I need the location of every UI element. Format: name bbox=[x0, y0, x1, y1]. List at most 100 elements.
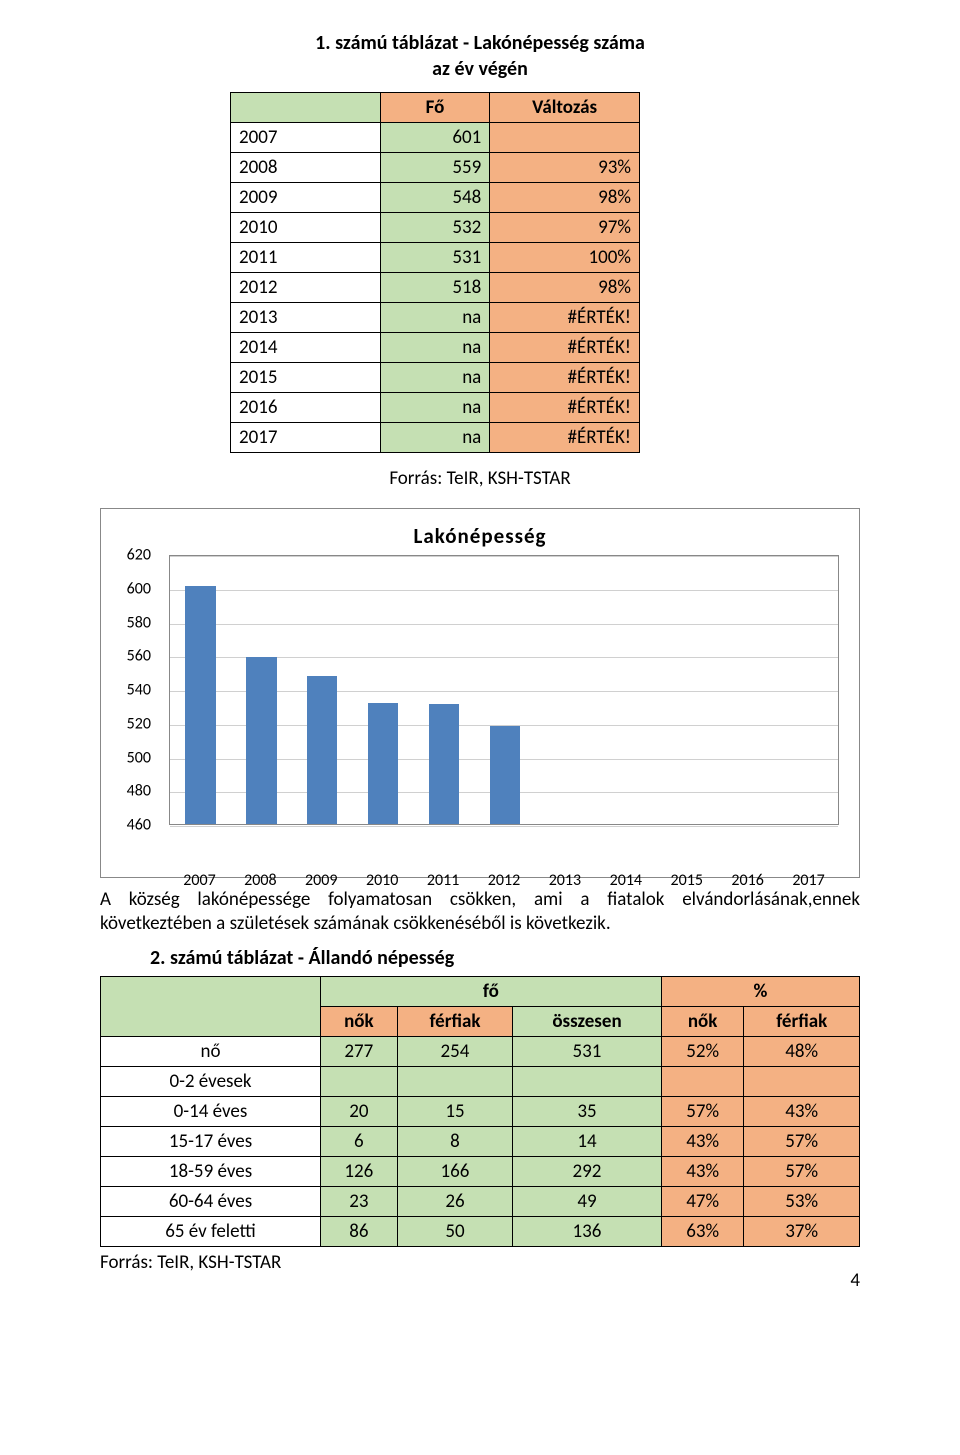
pct-nok-cell bbox=[661, 1066, 744, 1096]
fo-cell: na bbox=[380, 333, 490, 363]
chart-x-tick-label: 2016 bbox=[731, 871, 763, 890]
year-cell: 2016 bbox=[231, 393, 381, 423]
chart-y-tick-label: 480 bbox=[127, 782, 151, 801]
table-row: 2011531100% bbox=[231, 243, 640, 273]
table1-population: Fő Változás 2007601200855993%200954898%2… bbox=[230, 92, 640, 453]
chart-x-tick-label: 2008 bbox=[244, 871, 276, 890]
source2: Forrás: TeIR, KSH-TSTAR bbox=[100, 1251, 860, 1274]
pct-ferfiak-cell: 48% bbox=[744, 1036, 860, 1066]
osszesen-cell bbox=[513, 1066, 662, 1096]
table-row: 60-64 éves23264947%53% bbox=[101, 1186, 860, 1216]
year-cell: 2017 bbox=[231, 423, 381, 453]
title-line2: az év végén bbox=[432, 57, 528, 81]
year-cell: 2014 bbox=[231, 333, 381, 363]
chart-bar bbox=[246, 657, 276, 824]
valtozas-cell bbox=[490, 123, 640, 153]
valtozas-cell: 98% bbox=[490, 183, 640, 213]
pct-ferfiak-cell: 37% bbox=[744, 1216, 860, 1246]
chart-y-tick-label: 620 bbox=[127, 546, 151, 565]
pct-ferfiak-cell bbox=[744, 1066, 860, 1096]
chart-gridline bbox=[170, 556, 838, 557]
table-row: 2014na#ÉRTÉK! bbox=[231, 333, 640, 363]
nok-cell: 6 bbox=[321, 1126, 398, 1156]
table2-header-pct: % bbox=[661, 976, 859, 1006]
valtozas-cell: #ÉRTÉK! bbox=[490, 303, 640, 333]
chart-bar bbox=[490, 726, 520, 824]
osszesen-cell: 35 bbox=[513, 1096, 662, 1126]
chart-x-tick-label: 2012 bbox=[488, 871, 520, 890]
chart-x-tick-label: 2011 bbox=[427, 871, 459, 890]
valtozas-cell: 98% bbox=[490, 273, 640, 303]
year-cell: 2015 bbox=[231, 363, 381, 393]
pct-nok-cell: 57% bbox=[661, 1096, 744, 1126]
valtozas-cell: 97% bbox=[490, 213, 640, 243]
table2-sub-pct-ferfiak: férfiak bbox=[744, 1006, 860, 1036]
chart-x-tick-label: 2014 bbox=[610, 871, 642, 890]
osszesen-cell: 49 bbox=[513, 1186, 662, 1216]
chart-y-tick-label: 560 bbox=[127, 647, 151, 666]
chart-gridline bbox=[170, 590, 838, 591]
osszesen-cell: 14 bbox=[513, 1126, 662, 1156]
chart-y-tick-label: 460 bbox=[127, 816, 151, 835]
table2-sub-nok: nők bbox=[321, 1006, 398, 1036]
chart-y-tick-label: 580 bbox=[127, 613, 151, 632]
chart-bar bbox=[307, 676, 337, 825]
row-label: 15-17 éves bbox=[101, 1126, 321, 1156]
table2-header-fo: fő bbox=[321, 976, 662, 1006]
year-cell: 2011 bbox=[231, 243, 381, 273]
year-cell: 2010 bbox=[231, 213, 381, 243]
fo-cell: na bbox=[380, 423, 490, 453]
table2-header-blank bbox=[101, 976, 321, 1036]
table-row: 15-17 éves681443%57% bbox=[101, 1126, 860, 1156]
table2-title: 2. számú táblázat - Állandó népesség bbox=[150, 946, 860, 970]
nok-cell: 20 bbox=[321, 1096, 398, 1126]
table-row: 0-14 éves20153557%43% bbox=[101, 1096, 860, 1126]
table-row: 2016na#ÉRTÉK! bbox=[231, 393, 640, 423]
ferfiak-cell: 166 bbox=[397, 1156, 513, 1186]
chart-y-axis-labels: 460480500520540560580600620 bbox=[109, 555, 151, 825]
pct-ferfiak-cell: 57% bbox=[744, 1156, 860, 1186]
fo-cell: 601 bbox=[380, 123, 490, 153]
chart-bar bbox=[185, 586, 215, 824]
table2-sub-osszesen: összesen bbox=[513, 1006, 662, 1036]
pct-ferfiak-cell: 53% bbox=[744, 1186, 860, 1216]
document-page: 1. számú táblázat - Lakónépesség száma a… bbox=[0, 0, 960, 1304]
fo-cell: 518 bbox=[380, 273, 490, 303]
chart-bar bbox=[368, 703, 398, 825]
chart-y-tick-label: 540 bbox=[127, 681, 151, 700]
osszesen-cell: 531 bbox=[513, 1036, 662, 1066]
pct-nok-cell: 63% bbox=[661, 1216, 744, 1246]
ferfiak-cell bbox=[397, 1066, 513, 1096]
table2-population: fő % nők férfiak összesen nők férfiak nő… bbox=[100, 976, 860, 1247]
chart-y-tick-label: 500 bbox=[127, 748, 151, 767]
fo-cell: na bbox=[380, 303, 490, 333]
year-cell: 2008 bbox=[231, 153, 381, 183]
fo-cell: na bbox=[380, 393, 490, 423]
table-row: 65 év feletti865013663%37% bbox=[101, 1216, 860, 1246]
pct-nok-cell: 47% bbox=[661, 1186, 744, 1216]
page-number: 4 bbox=[850, 1269, 860, 1292]
table-row: 201053297% bbox=[231, 213, 640, 243]
pct-nok-cell: 43% bbox=[661, 1156, 744, 1186]
year-cell: 2007 bbox=[231, 123, 381, 153]
ferfiak-cell: 254 bbox=[397, 1036, 513, 1066]
table1-header-fo: Fő bbox=[380, 93, 490, 123]
nok-cell: 86 bbox=[321, 1216, 398, 1246]
nok-cell: 277 bbox=[321, 1036, 398, 1066]
pct-nok-cell: 52% bbox=[661, 1036, 744, 1066]
table-row: 2017na#ÉRTÉK! bbox=[231, 423, 640, 453]
year-cell: 2009 bbox=[231, 183, 381, 213]
chart-x-tick-label: 2015 bbox=[671, 871, 703, 890]
chart-x-tick-label: 2013 bbox=[549, 871, 581, 890]
fo-cell: 559 bbox=[380, 153, 490, 183]
osszesen-cell: 292 bbox=[513, 1156, 662, 1186]
table-row: 18-59 éves12616629243%57% bbox=[101, 1156, 860, 1186]
ferfiak-cell: 26 bbox=[397, 1186, 513, 1216]
chart-x-tick-label: 2007 bbox=[183, 871, 215, 890]
table1-title: 1. számú táblázat - Lakónépesség száma a… bbox=[100, 30, 860, 82]
fo-cell: 532 bbox=[380, 213, 490, 243]
paragraph: A község lakónépessége folyamatosan csök… bbox=[100, 888, 860, 936]
osszesen-cell: 136 bbox=[513, 1216, 662, 1246]
valtozas-cell: #ÉRTÉK! bbox=[490, 393, 640, 423]
pct-nok-cell: 43% bbox=[661, 1126, 744, 1156]
